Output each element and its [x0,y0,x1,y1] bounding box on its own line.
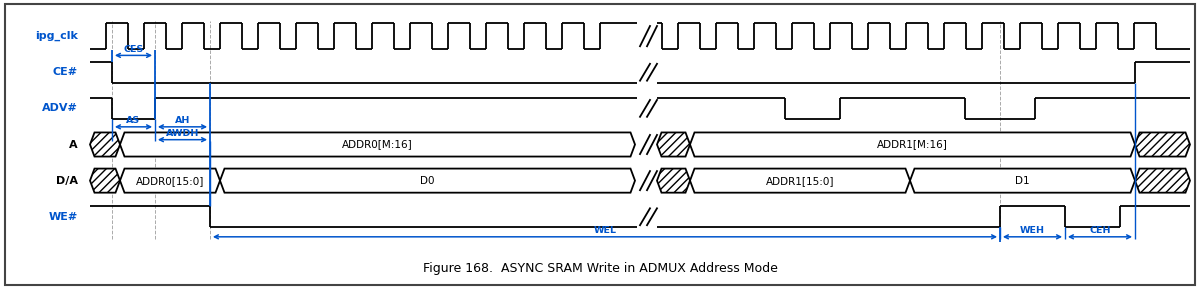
Polygon shape [690,168,910,193]
Text: WEH: WEH [1020,226,1045,235]
Text: D1: D1 [1015,176,1030,186]
Polygon shape [120,132,635,157]
Polygon shape [1135,168,1190,193]
Polygon shape [910,168,1135,193]
Text: CE#: CE# [53,67,78,77]
Polygon shape [690,132,1135,157]
Text: ADDR0[M:16]: ADDR0[M:16] [342,140,413,149]
Text: Figure 168.  ASYNC SRAM Write in ADMUX Address Mode: Figure 168. ASYNC SRAM Write in ADMUX Ad… [422,262,778,275]
Polygon shape [1135,132,1190,157]
Polygon shape [120,168,220,193]
Polygon shape [90,168,120,193]
Text: ADDR1[15:0]: ADDR1[15:0] [766,176,834,186]
Text: AWDH: AWDH [166,129,199,138]
Text: ADDR1[M:16]: ADDR1[M:16] [877,140,948,149]
Text: ipg_clk: ipg_clk [35,31,78,41]
Polygon shape [658,168,690,193]
Polygon shape [220,168,635,193]
Text: D/A: D/A [56,176,78,186]
Text: ADDR0[15:0]: ADDR0[15:0] [136,176,204,186]
Text: WE#: WE# [49,212,78,222]
Polygon shape [90,132,120,157]
Text: AH: AH [175,116,190,125]
Text: D0: D0 [420,176,434,186]
Polygon shape [658,132,690,157]
Text: CEH: CEH [1090,226,1111,235]
Text: CES: CES [124,45,144,54]
Text: AS: AS [126,116,140,125]
Text: A: A [70,140,78,149]
Text: WEL: WEL [594,226,617,235]
Text: ADV#: ADV# [42,103,78,113]
